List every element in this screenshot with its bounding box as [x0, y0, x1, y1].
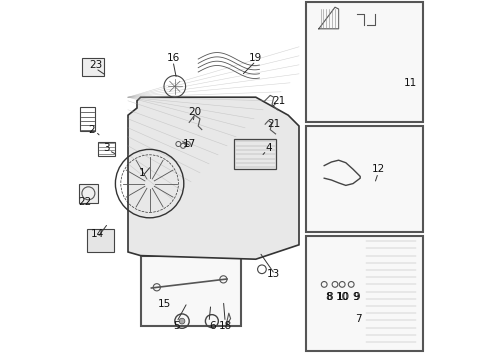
Text: 6: 6	[209, 321, 216, 331]
Bar	[79, 184, 98, 203]
Circle shape	[179, 318, 185, 324]
Bar	[87, 229, 114, 252]
Text: 2: 2	[89, 125, 96, 135]
Text: 17: 17	[183, 139, 196, 149]
Text: 23: 23	[89, 60, 102, 70]
Text: 8: 8	[325, 292, 332, 302]
Text: 16: 16	[167, 53, 180, 63]
Text: 5: 5	[173, 321, 180, 331]
Bar	[306, 126, 423, 232]
Text: 10: 10	[336, 292, 349, 302]
Text: 9: 9	[353, 292, 359, 302]
Text: 9: 9	[353, 292, 360, 302]
Text: 19: 19	[249, 53, 263, 63]
Text: 8: 8	[326, 292, 333, 302]
Bar	[98, 142, 116, 156]
Text: 11: 11	[404, 78, 417, 88]
Text: 18: 18	[219, 321, 232, 331]
Bar	[306, 236, 423, 351]
Bar	[141, 256, 242, 326]
Text: 14: 14	[91, 229, 104, 239]
Text: 22: 22	[78, 197, 92, 207]
Text: 21: 21	[267, 119, 280, 129]
Text: 1: 1	[139, 168, 146, 178]
Text: 7: 7	[355, 314, 362, 324]
Polygon shape	[128, 97, 299, 259]
Text: 21: 21	[272, 96, 286, 106]
Text: 4: 4	[265, 143, 272, 153]
Bar	[82, 58, 104, 76]
Text: 20: 20	[188, 107, 201, 117]
Text: 13: 13	[267, 269, 280, 279]
Text: 3: 3	[103, 143, 110, 153]
Bar	[234, 139, 275, 169]
Bar	[306, 2, 423, 122]
Bar	[80, 107, 95, 131]
Text: 10: 10	[337, 292, 350, 302]
Text: 12: 12	[371, 164, 385, 174]
Text: 15: 15	[157, 299, 171, 309]
